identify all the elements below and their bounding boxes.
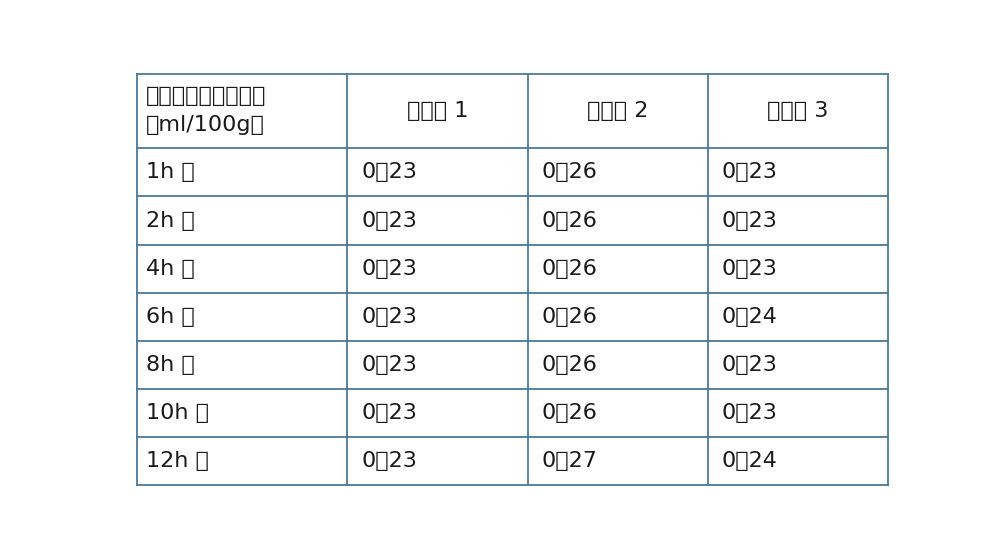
Text: 0．26: 0．26	[541, 307, 597, 327]
Text: 1h 后: 1h 后	[146, 162, 195, 182]
Text: 12h 后: 12h 后	[146, 452, 209, 471]
Text: 6h 后: 6h 后	[146, 307, 195, 327]
Text: 0．27: 0．27	[541, 452, 597, 471]
Text: 实施例 3: 实施例 3	[767, 101, 829, 121]
Text: 实施例 1: 实施例 1	[407, 101, 468, 121]
Text: （ml/100g）: （ml/100g）	[146, 115, 265, 135]
Text: 0．23: 0．23	[722, 211, 778, 230]
Text: 0．23: 0．23	[361, 259, 417, 279]
Text: 0．26: 0．26	[541, 162, 597, 182]
Text: 0．23: 0．23	[361, 162, 417, 182]
Text: 实施例 2: 实施例 2	[587, 101, 648, 121]
Text: 0．23: 0．23	[361, 403, 417, 423]
Text: 10h 后: 10h 后	[146, 403, 209, 423]
Text: 0．23: 0．23	[722, 355, 778, 375]
Text: 0．23: 0．23	[722, 259, 778, 279]
Text: 0．26: 0．26	[541, 211, 597, 230]
Text: 0．24: 0．24	[722, 307, 778, 327]
Text: 8h 后: 8h 后	[146, 355, 195, 375]
Text: 0．23: 0．23	[722, 162, 778, 182]
Text: 0．23: 0．23	[722, 403, 778, 423]
Text: 0．26: 0．26	[541, 355, 597, 375]
Text: 0．23: 0．23	[361, 307, 417, 327]
Text: 0．24: 0．24	[722, 452, 778, 471]
Text: 4h 后: 4h 后	[146, 259, 195, 279]
Text: 0．23: 0．23	[361, 355, 417, 375]
Text: 0．26: 0．26	[541, 259, 597, 279]
Text: 0．26: 0．26	[541, 403, 597, 423]
Text: 2h 后: 2h 后	[146, 211, 195, 230]
Text: 铝液氢气浓度变化值: 铝液氢气浓度变化值	[146, 86, 266, 106]
Text: 0．23: 0．23	[361, 452, 417, 471]
Text: 0．23: 0．23	[361, 211, 417, 230]
